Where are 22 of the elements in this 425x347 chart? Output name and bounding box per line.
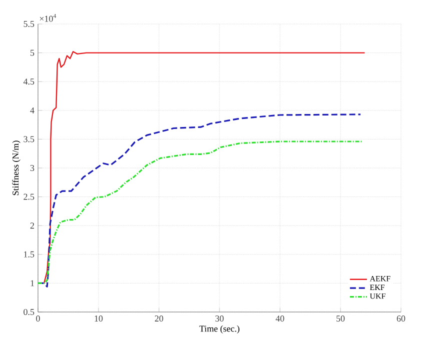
y-tick-label: 4.5 [23,78,34,85]
x-tick-label: 20 [154,316,164,322]
y-tick-label: 4 [30,107,34,114]
y-tick-label: 1.5 [24,251,34,258]
y-tick-label: 5 [30,50,34,56]
x-tick-label: 30 [215,316,224,322]
y-tick-label: 1 [30,280,34,286]
y-tick-label: 3 [30,164,34,172]
x-tick-label: 10 [94,316,103,322]
x-tick-label: 50 [336,316,345,322]
x-tick-label: 0 [36,316,40,322]
y-tick-label: 5.5 [24,20,34,27]
y-tick-label: 0.5 [24,308,34,316]
x-tick-label: 40 [276,316,284,322]
y-tick-label: 3.5 [24,136,34,142]
y-tick-label: 2 [30,222,34,229]
x-tick-label: 60 [396,316,406,322]
x-axis-title: Time (sec.) [199,325,240,334]
y-tick-label: 2.5 [24,194,34,200]
text: ×10$^{4}$ [40,14,56,22]
line-series [38,140,362,284]
y-axis-title: Stiffness (N/m) [12,140,20,196]
